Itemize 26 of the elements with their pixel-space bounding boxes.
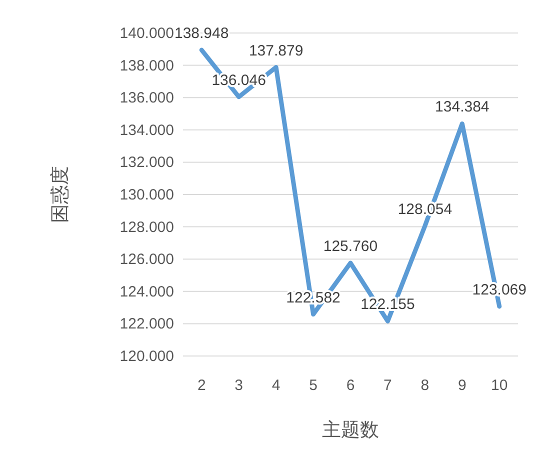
x-tick-label: 6 <box>346 377 355 394</box>
y-tick-label: 140.000 <box>120 25 174 42</box>
y-tick-label: 132.000 <box>120 154 174 172</box>
data-label: 138.948 <box>174 24 229 42</box>
y-tick-label: 136.000 <box>120 90 174 107</box>
x-tick-label: 8 <box>420 377 430 394</box>
data-label: 137.879 <box>248 42 304 60</box>
x-tick-label: 2 <box>197 377 206 394</box>
y-axis-title: 困惑度 <box>49 166 71 223</box>
y-tick-label: 134.000 <box>120 122 174 139</box>
x-tick-label: 3 <box>234 377 244 394</box>
y-tick-label: 122.000 <box>120 316 174 333</box>
y-tick-label: 124.000 <box>120 283 174 300</box>
y-tick-label: 126.000 <box>120 251 174 268</box>
y-tick-label: 130.000 <box>120 186 174 204</box>
y-tick-label: 120.000 <box>120 348 174 365</box>
data-label: 134.384 <box>435 98 490 116</box>
x-tick-label: 5 <box>309 377 318 394</box>
x-tick-label: 4 <box>272 377 280 394</box>
x-tick-label: 9 <box>458 377 466 394</box>
data-label: 125.760 <box>323 238 378 255</box>
x-axis-title: 主题数 <box>322 419 379 441</box>
y-tick-label: 128.000 <box>120 218 174 236</box>
x-tick-label: 7 <box>384 377 392 394</box>
x-tick-label: 10 <box>491 377 508 394</box>
y-tick-label: 138.000 <box>120 57 174 74</box>
